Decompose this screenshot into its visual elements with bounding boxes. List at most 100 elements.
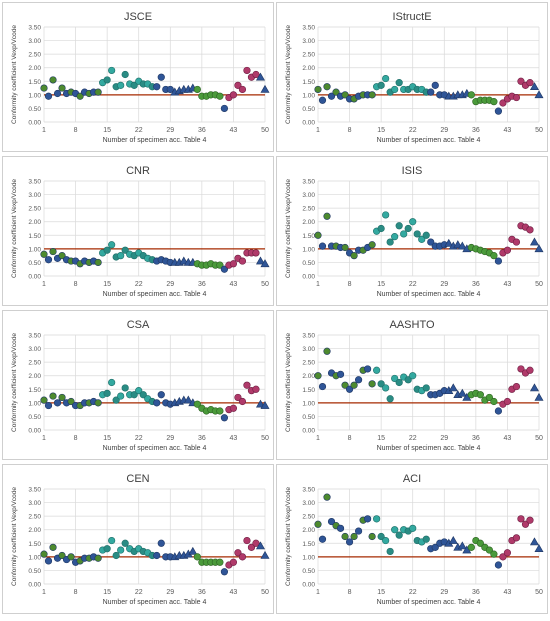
data-point bbox=[40, 250, 48, 258]
data-point bbox=[252, 385, 260, 393]
data-point bbox=[499, 553, 507, 561]
x-tick-label: 43 bbox=[230, 435, 238, 442]
data-point bbox=[534, 90, 544, 99]
data-point bbox=[44, 557, 53, 565]
y-tick-label: 2.50 bbox=[302, 52, 315, 59]
data-point bbox=[121, 539, 129, 547]
y-tick-label: 0.50 bbox=[28, 568, 41, 575]
y-tick-label: 1.50 bbox=[28, 387, 41, 394]
x-axis-title: Number of specimen acc. Table 4 bbox=[103, 291, 207, 298]
data-point bbox=[517, 365, 525, 373]
y-tick-label: 2.00 bbox=[28, 527, 41, 534]
x-tick-label: 1 bbox=[316, 281, 320, 288]
x-tick-label: 22 bbox=[135, 281, 143, 288]
x-tick-label: 1 bbox=[42, 435, 46, 442]
data-point bbox=[220, 414, 229, 422]
x-tick-label: 22 bbox=[409, 281, 417, 288]
data-point bbox=[400, 230, 408, 238]
data-point bbox=[350, 381, 358, 389]
data-point bbox=[139, 391, 147, 399]
data-point bbox=[368, 241, 376, 249]
data-point bbox=[188, 546, 198, 555]
data-point bbox=[427, 238, 435, 246]
data-point bbox=[260, 400, 270, 409]
data-point bbox=[391, 85, 399, 94]
data-point bbox=[386, 547, 394, 556]
x-tick-label: 1 bbox=[316, 589, 320, 596]
data-point bbox=[391, 526, 399, 534]
x-tick-label: 43 bbox=[230, 589, 238, 596]
x-tick-label: 50 bbox=[535, 435, 543, 442]
data-point bbox=[503, 549, 512, 557]
data-point bbox=[323, 83, 331, 91]
x-tick-label: 22 bbox=[409, 435, 417, 442]
y-tick-label: 2.00 bbox=[28, 65, 41, 72]
data-point bbox=[382, 536, 390, 545]
data-point bbox=[40, 84, 48, 92]
y-tick-label: 3.50 bbox=[28, 333, 41, 340]
data-point bbox=[229, 260, 238, 268]
y-tick-label: 0.50 bbox=[28, 260, 41, 267]
x-tick-label: 15 bbox=[103, 589, 111, 596]
y-axis-title: Conformity coefficient Vexp/Vcode bbox=[11, 25, 18, 124]
x-tick-label: 8 bbox=[74, 589, 78, 596]
data-point bbox=[243, 536, 251, 545]
data-point bbox=[494, 107, 503, 115]
data-point bbox=[364, 515, 372, 523]
data-point bbox=[318, 535, 327, 543]
data-point bbox=[314, 231, 322, 239]
data-point bbox=[323, 212, 331, 220]
data-point bbox=[512, 382, 521, 391]
x-tick-label: 15 bbox=[103, 435, 111, 442]
data-point bbox=[534, 544, 544, 553]
y-tick-label: 3.00 bbox=[302, 192, 315, 199]
data-point bbox=[112, 396, 120, 404]
x-tick-label: 36 bbox=[198, 589, 206, 596]
data-point bbox=[494, 561, 503, 569]
y-tick-label: 0.00 bbox=[302, 274, 315, 281]
x-tick-label: 22 bbox=[135, 435, 143, 442]
data-point bbox=[44, 401, 53, 410]
y-tick-label: 3.00 bbox=[28, 192, 41, 199]
y-tick-label: 1.50 bbox=[28, 541, 41, 548]
y-tick-label: 1.00 bbox=[302, 400, 315, 407]
chart-title: CSA bbox=[127, 319, 150, 331]
chart-title: CNR bbox=[126, 165, 150, 177]
data-point bbox=[373, 515, 381, 523]
data-point bbox=[117, 546, 125, 554]
data-point bbox=[67, 553, 75, 561]
data-point bbox=[157, 391, 165, 399]
y-tick-label: 3.00 bbox=[302, 500, 315, 507]
y-tick-label: 0.50 bbox=[302, 260, 315, 267]
x-tick-label: 29 bbox=[166, 127, 174, 134]
data-point bbox=[431, 81, 439, 89]
y-tick-label: 3.50 bbox=[28, 487, 41, 494]
y-tick-label: 1.00 bbox=[302, 92, 315, 99]
data-point bbox=[476, 391, 484, 399]
data-point bbox=[103, 389, 111, 397]
data-point bbox=[350, 252, 358, 260]
y-tick-label: 2.00 bbox=[28, 219, 41, 226]
y-tick-label: 1.00 bbox=[28, 400, 41, 407]
data-point bbox=[216, 92, 224, 100]
data-point bbox=[314, 85, 322, 94]
data-point bbox=[238, 553, 247, 561]
x-tick-label: 36 bbox=[198, 435, 206, 442]
chart-panel-aashto: AASHTO 0.00 0.50 1.00 1.50 2.00 2.50 3.00 3.50 1 8… bbox=[276, 310, 548, 460]
data-point bbox=[373, 366, 381, 374]
y-tick-label: 0.00 bbox=[28, 428, 41, 435]
x-tick-label: 43 bbox=[230, 127, 238, 134]
data-point bbox=[157, 73, 165, 81]
y-tick-label: 1.00 bbox=[28, 554, 41, 561]
x-tick-label: 50 bbox=[535, 589, 543, 596]
data-point bbox=[255, 72, 266, 81]
data-point bbox=[243, 381, 251, 389]
data-point bbox=[234, 549, 242, 557]
x-tick-label: 50 bbox=[535, 127, 543, 134]
x-tick-label: 22 bbox=[409, 127, 417, 134]
data-point bbox=[526, 226, 534, 234]
data-point bbox=[386, 395, 394, 403]
y-tick-label: 1.00 bbox=[302, 246, 315, 253]
data-point bbox=[395, 79, 403, 87]
